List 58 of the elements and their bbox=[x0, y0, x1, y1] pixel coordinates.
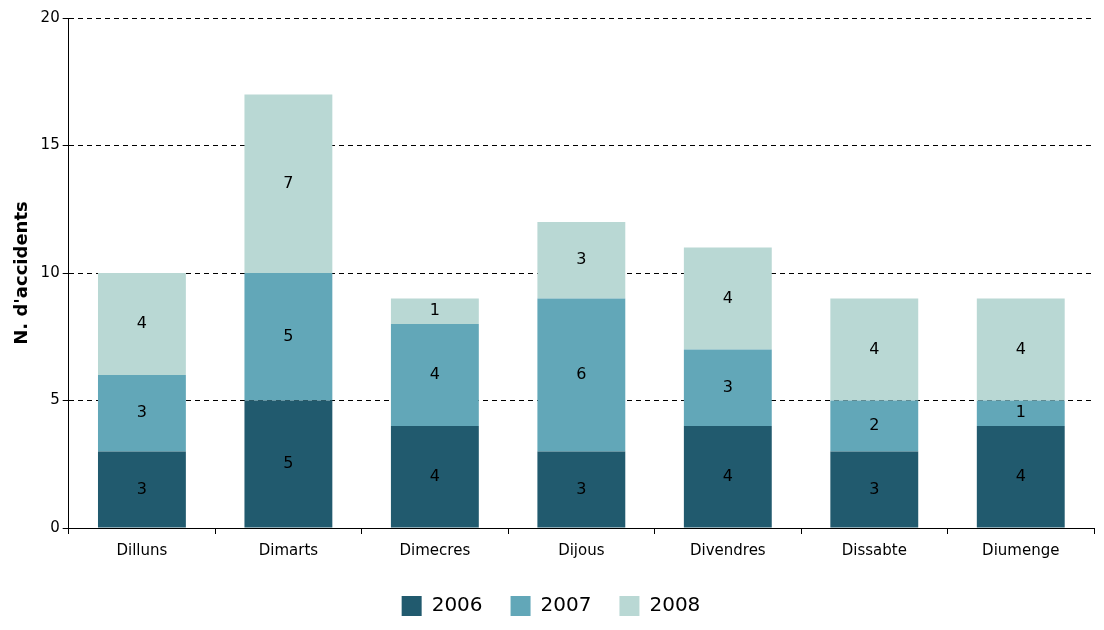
legend-label: 2008 bbox=[649, 592, 701, 617]
bar bbox=[244, 94, 333, 273]
y-tick-label: 20 bbox=[40, 7, 60, 26]
data-label: 4 bbox=[1015, 338, 1026, 358]
bar bbox=[390, 324, 479, 426]
bar bbox=[683, 349, 772, 426]
bar bbox=[244, 400, 333, 528]
bar bbox=[976, 400, 1065, 426]
bar bbox=[97, 375, 186, 452]
data-label: 4 bbox=[1015, 465, 1026, 485]
y-tick-label: 15 bbox=[40, 135, 60, 154]
bar bbox=[537, 298, 626, 452]
data-label: 3 bbox=[576, 478, 587, 498]
data-label: 1 bbox=[429, 300, 440, 320]
legend-label: 2006 bbox=[431, 592, 483, 617]
x-tick-label: Dimecres bbox=[399, 540, 471, 559]
bar bbox=[830, 400, 919, 452]
x-tick-label: Dijous bbox=[558, 540, 605, 559]
data-label: 3 bbox=[136, 478, 148, 498]
bar bbox=[830, 298, 919, 401]
data-label: 5 bbox=[283, 453, 294, 473]
bar bbox=[390, 426, 479, 528]
y-tick-label: 0 bbox=[50, 517, 60, 536]
y-tick-label: 10 bbox=[40, 262, 60, 281]
bar bbox=[97, 451, 186, 528]
data-label: 6 bbox=[576, 364, 587, 384]
data-label: 3 bbox=[869, 478, 880, 498]
x-tick-label: Dissabte bbox=[841, 540, 907, 559]
data-label: 3 bbox=[576, 249, 587, 269]
data-label: 5 bbox=[283, 325, 294, 345]
bar bbox=[976, 298, 1065, 401]
data-label: 4 bbox=[722, 287, 733, 307]
y-tick-label: 5 bbox=[50, 390, 60, 409]
data-label: 1 bbox=[1015, 402, 1026, 422]
bar bbox=[537, 451, 626, 528]
bar bbox=[830, 451, 919, 528]
bar bbox=[683, 426, 772, 528]
bar bbox=[976, 426, 1065, 528]
bar bbox=[390, 298, 479, 324]
x-tick-label: Dimarts bbox=[258, 540, 319, 559]
legend-label: 2007 bbox=[540, 592, 592, 617]
data-label: 3 bbox=[136, 402, 148, 422]
data-label: 2 bbox=[869, 415, 880, 435]
data-label: 4 bbox=[136, 313, 148, 333]
x-tick-label: Dilluns bbox=[116, 540, 168, 559]
data-label: 4 bbox=[869, 338, 880, 358]
bar bbox=[244, 273, 333, 401]
data-label: 4 bbox=[429, 364, 440, 384]
x-tick-label: Diumenge bbox=[982, 540, 1060, 559]
bar bbox=[683, 247, 772, 350]
data-label: 7 bbox=[283, 172, 294, 192]
data-label: 3 bbox=[722, 376, 733, 396]
bar bbox=[537, 222, 626, 299]
bar bbox=[97, 273, 186, 375]
x-tick-label: Divendres bbox=[689, 540, 766, 559]
y-axis-title: N. d'accidents bbox=[10, 201, 32, 345]
data-label: 4 bbox=[722, 465, 733, 485]
data-label: 4 bbox=[429, 465, 440, 485]
